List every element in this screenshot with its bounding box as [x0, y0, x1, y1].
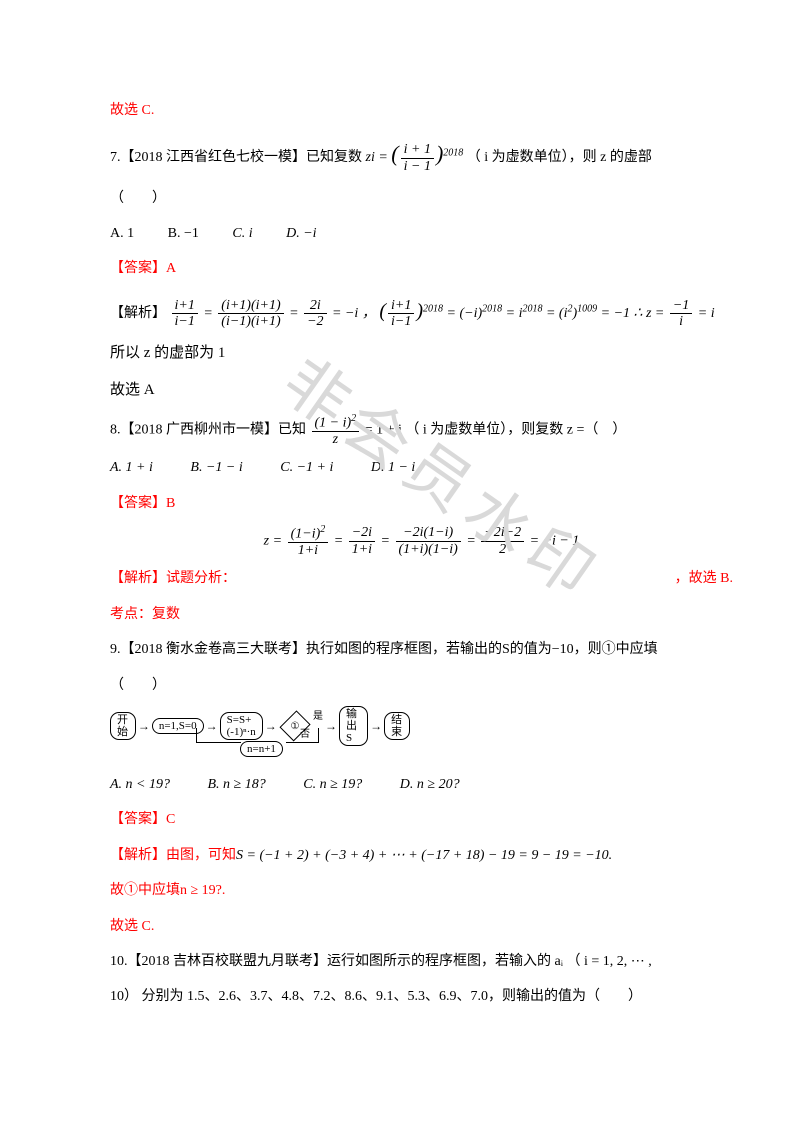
- q8-stem: 8.【2018 广西柳州市一模】已知 (1 − i)2z = 1 + i （ i…: [110, 413, 733, 447]
- q8-den: z: [312, 432, 360, 447]
- q8-choices: A. 1 + i B. −1 − i C. −1 + i D. 1 − i: [110, 453, 733, 482]
- q9-choice-c: C. n ≥ 19?: [303, 777, 362, 792]
- q8-choice-d: D. 1 − i: [371, 460, 415, 475]
- q8-choice-a: A. 1 + i: [110, 460, 153, 475]
- flow-start: 开始: [110, 712, 136, 740]
- q9-choice-d: D. n ≥ 20?: [400, 777, 460, 792]
- q9-blank: （ ）: [110, 671, 733, 700]
- q9-solution: 【解析】由图，可知S = (−1 + 2) + (−3 + 4) + ⋯ + (…: [110, 841, 733, 870]
- q9-fill: 故①中应填n ≥ 19?.: [110, 876, 733, 905]
- flow-inc: n=n+1: [240, 741, 283, 757]
- q7-sol-label: 【解析】: [110, 306, 166, 321]
- q8-mid: = 1 + i （ i 为虚数单位），则复数 z =（ ）: [365, 422, 627, 437]
- q8-sol-line: 【解析】试题分析： ，故选 B.: [110, 564, 733, 593]
- q9-final: 故选 C.: [110, 912, 733, 941]
- q7-sol-after2: 故选 A: [110, 375, 733, 407]
- flow-yes: 是: [313, 706, 323, 727]
- q9-choice-a: A. n < 19?: [110, 777, 170, 792]
- q7-blank: （ ）: [110, 184, 733, 213]
- page-content: 故选 C. 7.【2018 江西省红色七校一模】已知复数 zi = (i + 1…: [0, 0, 793, 1058]
- q10-line1: 10.【2018 吉林百校联盟九月联考】运行如图所示的程序框图，若输入的 aᵢ …: [110, 947, 733, 976]
- q7-stem: 7.【2018 江西省红色七校一模】已知复数 zi = (i + 1i − 1)…: [110, 131, 733, 177]
- q8-answer-label: 【答案】B: [110, 489, 733, 518]
- q8-sol-label: 【解析】试题分析：: [110, 571, 236, 586]
- q10-line2: 10） 分别为 1.5、2.6、3.7、4.8、7.2、8.6、9.1、5.3、…: [110, 982, 733, 1011]
- q8-num-pow: 2: [351, 413, 356, 424]
- q9-choices: A. n < 19? B. n ≥ 18? C. n ≥ 19? D. n ≥ …: [110, 770, 733, 799]
- q8-topic: 考点：复数: [110, 600, 733, 629]
- q7-choices: A. 1 B. −1 C. i D. −i: [110, 219, 733, 248]
- q9-sol-eq: S = (−1 + 2) + (−3 + 4) + ⋯ + (−17 + 18)…: [236, 848, 612, 863]
- q7-choice-d: D. −i: [286, 226, 316, 241]
- q7-formula: zi = (i + 1i − 1)2018: [366, 150, 467, 165]
- q8-solution-eq: z = (1−i)21+i = −2i1+i = −2i(1−i)(1+i)(1…: [110, 524, 733, 558]
- flow-out: 输出S: [339, 706, 368, 746]
- q7-lhs: zi =: [366, 150, 392, 165]
- q9-choice-b: B. n ≥ 18?: [208, 777, 266, 792]
- q7-choice-b: B. −1: [168, 226, 199, 241]
- q9-flowchart: 开始→ n=1,S=0→ S=S+(-1)ⁿ·n→ ① 是→ 输出S→ 结束 n…: [110, 706, 410, 756]
- prev-final-answer: 故选 C.: [110, 96, 733, 125]
- q8-sol-tail: ，故选 B.: [675, 564, 733, 593]
- q7-power: 2018: [443, 148, 463, 159]
- q7-choice-c: C. i: [232, 226, 252, 241]
- q7-choice-a: A. 1: [110, 226, 134, 241]
- q8-choice-b: B. −1 − i: [190, 460, 242, 475]
- q8-choice-c: C. −1 + i: [280, 460, 333, 475]
- q7-answer-label: 【答案】A: [110, 254, 733, 283]
- q7-solution: 【解析】 i+1i−1 = (i+1)(i+1)(i−1)(i+1) = 2i−…: [110, 290, 733, 332]
- q8-prefix: 8.【2018 广西柳州市一模】已知: [110, 422, 310, 437]
- q7-frac-den: i − 1: [401, 159, 434, 174]
- q9-answer-label: 【答案】C: [110, 805, 733, 834]
- flow-end: 结束: [384, 712, 410, 740]
- q7-suffix: （ i 为虚数单位），则 z 的虚部: [467, 150, 652, 165]
- q8-formula: (1 − i)2z: [310, 422, 365, 437]
- q7-sol-after1: 所以 z 的虚部为 1: [110, 338, 733, 370]
- q7-prefix: 7.【2018 江西省红色七校一模】已知复数: [110, 150, 366, 165]
- q9-stem: 9.【2018 衡水金卷高三大联考】执行如图的程序框图，若输出的S的值为−10，…: [110, 635, 733, 664]
- q7-frac-num: i + 1: [401, 142, 434, 158]
- q8-num: (1 − i): [315, 415, 352, 430]
- q9-sol-prefix: 【解析】由图，可知: [110, 848, 236, 863]
